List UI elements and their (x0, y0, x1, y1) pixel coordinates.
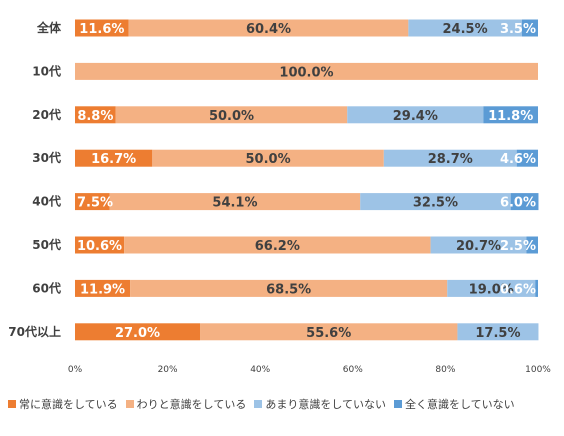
legend: 常に意識をしている わりと意識をしている あまり意識をしていない 全く意識をしていない (8, 396, 564, 412)
legend-swatch (394, 400, 403, 408)
bar-segment (535, 279, 538, 297)
legend-item: 全く意識をしていない (394, 396, 515, 412)
data-label: 28.7% (428, 152, 473, 167)
data-label: 11.8% (488, 109, 533, 124)
bar-segment (109, 193, 361, 211)
bar-segment (347, 106, 484, 124)
x-tick-label: 100% (525, 365, 551, 375)
bar-segment (383, 149, 517, 167)
legend-item: わりと意識をしている (125, 396, 247, 412)
legend-swatch (254, 400, 263, 408)
bar-segment (526, 236, 538, 254)
stacked-bar-chart: 11.6% 60.4% 24.5% 3.5% 100.0% 8.8% 50.0% 29.4% 1… (8, 19, 551, 375)
bar-segment (447, 279, 536, 297)
data-label: 32.5% (413, 196, 458, 211)
bar-segment (516, 149, 538, 167)
category-label: 10代 (32, 63, 61, 78)
legend-label: あまり意識をしていない (265, 398, 387, 411)
data-label: 29.4% (393, 109, 438, 124)
data-label: 0.6% (500, 282, 536, 297)
data-label: 68.5% (266, 282, 311, 297)
bar-segment (75, 62, 538, 80)
legend-swatch (125, 400, 134, 408)
legend-label: わりと意識をしている (136, 398, 247, 411)
bar-segment (521, 19, 538, 37)
legend-item: あまり意識をしていない (254, 396, 386, 412)
data-label: 11.9% (80, 282, 125, 297)
data-label: 10.6% (77, 239, 122, 254)
bar-segment (510, 193, 539, 211)
bar-segment (124, 236, 431, 254)
bar-segment (75, 106, 116, 124)
category-label: 30代 (32, 150, 61, 165)
bar-segment (360, 193, 511, 211)
data-label: 27.0% (115, 326, 160, 341)
x-tick-label: 80% (435, 365, 455, 375)
data-label: 7.5% (77, 196, 113, 211)
data-label: 11.6% (79, 22, 124, 37)
bar-segment (408, 19, 522, 37)
bar-segment (75, 193, 110, 211)
data-label: 66.2% (255, 239, 300, 254)
bar-segment (200, 323, 458, 341)
bar-segment (75, 236, 125, 254)
data-label: 100.0% (279, 65, 333, 80)
category-label: 50代 (32, 237, 61, 252)
data-label: 50.0% (209, 109, 254, 124)
category-label: 70代以上 (8, 324, 61, 339)
data-label: 19.0% (469, 282, 514, 297)
data-label: 8.8% (77, 109, 113, 124)
category-label: 60代 (32, 280, 61, 295)
data-label: 55.6% (306, 326, 351, 341)
bars-group: 11.6% 60.4% 24.5% 3.5% 100.0% 8.8% 50.0% 29.4% 1… (75, 19, 539, 341)
data-label: 16.7% (91, 152, 136, 167)
data-label: 24.5% (443, 22, 488, 37)
category-label: 40代 (32, 194, 61, 209)
bar-segment (75, 323, 201, 341)
x-tick-label: 60% (343, 365, 363, 375)
x-tick-label: 20% (158, 365, 178, 375)
bar-segment (130, 279, 448, 297)
bar-segment (75, 19, 129, 37)
data-label: 20.7% (456, 239, 501, 254)
category-label: 20代 (32, 107, 61, 122)
bar-segment (430, 236, 527, 254)
category-labels: 全体 10代 20代 30代 40代 50代 60代 70代以上 (8, 20, 62, 339)
bar-segment (115, 106, 348, 124)
data-label: 17.5% (475, 326, 520, 341)
x-tick-label: 40% (250, 365, 270, 375)
data-label: 6.0% (500, 196, 536, 211)
data-label: 4.6% (500, 152, 536, 167)
bar-segment (75, 149, 153, 167)
data-label: 2.5% (500, 239, 536, 254)
x-axis-ticks: 0% 20% 40% 60% 80% 100% (68, 365, 551, 375)
x-tick-label: 0% (68, 365, 83, 375)
category-label: 全体 (36, 20, 62, 35)
legend-label: 全く意識をしていない (405, 398, 515, 411)
legend-swatch (8, 400, 16, 408)
legend-item: 常に意識をしている (8, 396, 118, 412)
bar-segment (75, 279, 131, 297)
data-label: 54.1% (212, 196, 257, 211)
bar-segment (457, 323, 539, 341)
bar-segment (152, 149, 384, 167)
bar-segment (128, 19, 409, 37)
bar-segment (483, 106, 538, 124)
data-label: 3.5% (500, 22, 536, 37)
data-label: 60.4% (246, 22, 291, 37)
data-label: 50.0% (246, 152, 291, 167)
legend-label: 常に意識をしている (19, 398, 118, 411)
